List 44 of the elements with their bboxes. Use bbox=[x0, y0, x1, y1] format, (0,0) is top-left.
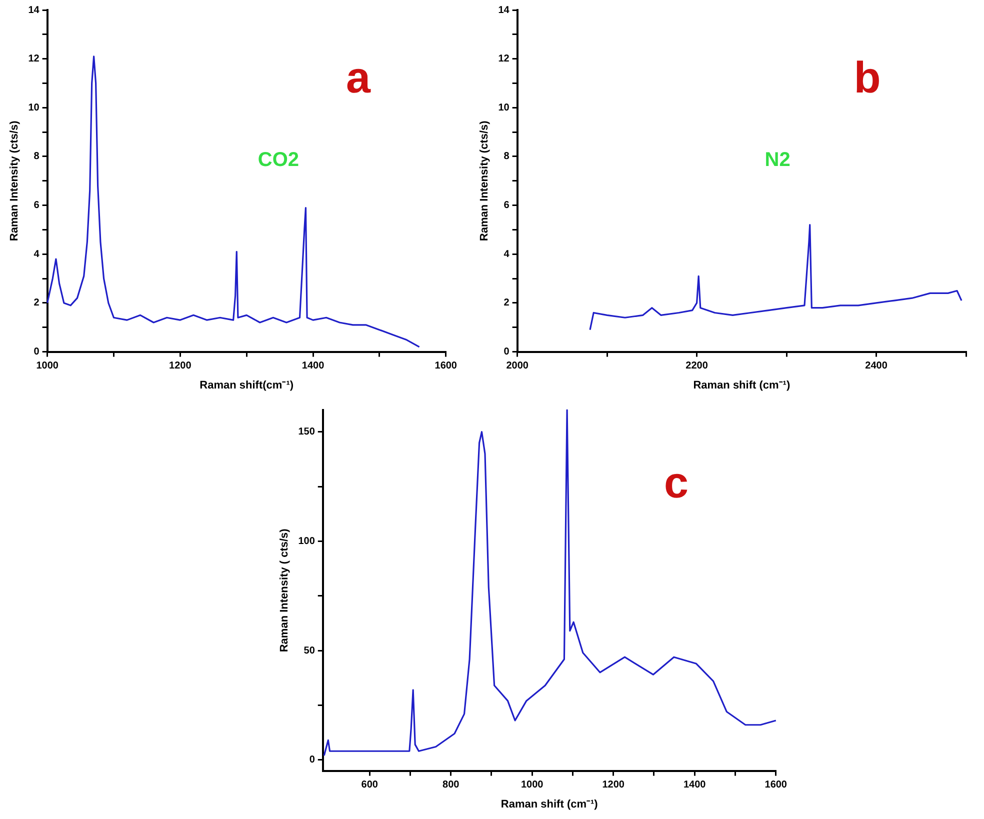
annotation: a bbox=[346, 53, 371, 102]
y-tick-label: 8 bbox=[34, 151, 40, 162]
y-tick-label: 6 bbox=[504, 200, 510, 212]
x-tick-label: 800 bbox=[442, 780, 460, 791]
y-tick-label: 10 bbox=[28, 102, 40, 114]
annotation: N2 bbox=[764, 149, 790, 172]
x-tick-label: 2200 bbox=[686, 360, 708, 372]
x-axis-title: Raman shift(cm⁻¹) bbox=[200, 379, 294, 392]
y-tick-label: 6 bbox=[34, 200, 40, 212]
x-tick-label: 2400 bbox=[865, 360, 888, 372]
y-tick-label: 10 bbox=[498, 102, 510, 114]
y-tick-label: 150 bbox=[298, 426, 316, 438]
y-tick-label: 0 bbox=[309, 754, 316, 766]
x-tick-label: 1000 bbox=[36, 360, 59, 372]
y-tick-label: 2 bbox=[504, 298, 510, 309]
y-tick-label: 100 bbox=[298, 536, 316, 547]
annotation: CO2 bbox=[258, 149, 300, 172]
y-axis-title: Raman Intensity (cts/s) bbox=[8, 120, 21, 242]
y-tick-label: 12 bbox=[28, 54, 40, 65]
y-axis-title: Raman Intensity (cts/s) bbox=[478, 120, 491, 242]
y-tick-label: 14 bbox=[498, 4, 510, 16]
y-tick-label: 0 bbox=[504, 346, 510, 358]
x-tick-label: 1200 bbox=[169, 360, 192, 372]
x-tick-label: 600 bbox=[361, 780, 378, 791]
y-tick-label: 0 bbox=[34, 346, 40, 358]
y-tick-label: 50 bbox=[304, 645, 316, 656]
x-tick-label: 1600 bbox=[764, 780, 788, 791]
x-axis-title: Raman shift (cm⁻¹) bbox=[693, 379, 790, 392]
y-tick-label: 4 bbox=[34, 248, 40, 260]
y-tick-label: 14 bbox=[28, 4, 40, 16]
x-tick-label: 1000 bbox=[520, 780, 544, 791]
y-tick-label: 8 bbox=[504, 151, 510, 162]
x-tick-label: 2000 bbox=[506, 360, 529, 372]
x-axis-title: Raman shift (cm⁻¹) bbox=[500, 798, 598, 810]
y-tick-label: 4 bbox=[504, 248, 510, 260]
y-axis-title: Raman Intensity ( cts/s) bbox=[278, 528, 291, 652]
x-tick-label: 1400 bbox=[302, 360, 325, 372]
annotation: b bbox=[854, 53, 881, 102]
x-tick-label: 1400 bbox=[684, 780, 706, 791]
y-tick-label: 2 bbox=[34, 298, 40, 309]
y-tick-label: 12 bbox=[498, 54, 510, 65]
x-tick-label: 1600 bbox=[434, 360, 458, 372]
annotation: c bbox=[664, 458, 688, 508]
x-tick-label: 1200 bbox=[602, 780, 625, 791]
